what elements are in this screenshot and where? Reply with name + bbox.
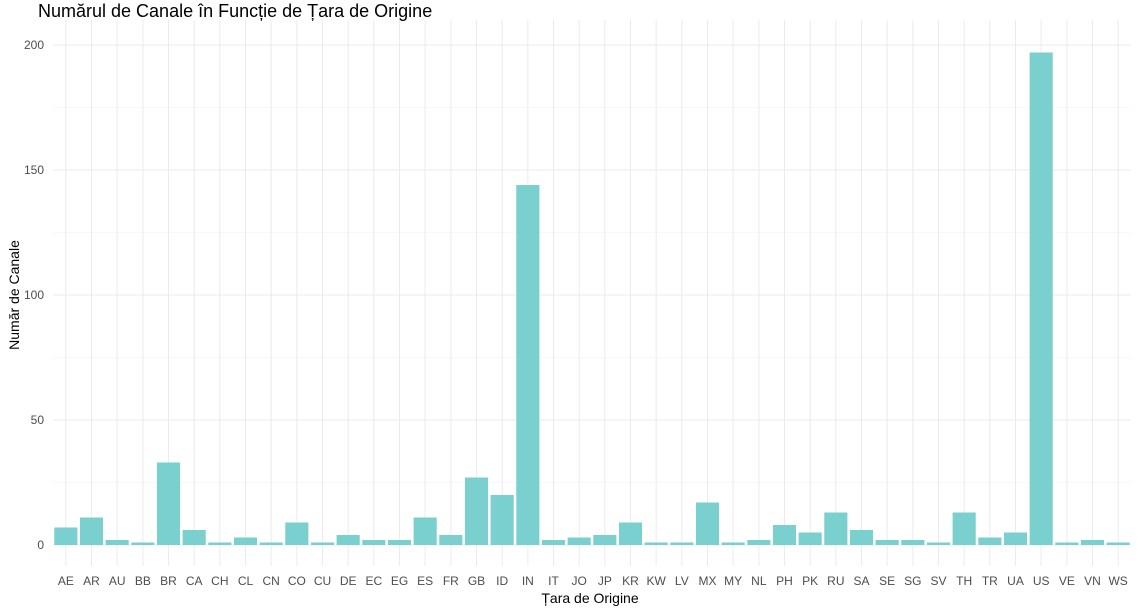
bar-ph <box>772 525 797 545</box>
y-tick-label: 150 <box>24 163 44 177</box>
bar-ws <box>1106 542 1130 545</box>
x-tick-label: BB <box>135 574 151 588</box>
bar-lv <box>670 542 694 545</box>
bar-us <box>1029 52 1053 545</box>
bar-ch <box>208 542 232 545</box>
bar-fr <box>439 535 463 545</box>
bar-se <box>875 540 899 545</box>
x-tick-label: CL <box>238 574 254 588</box>
bar-ua <box>1003 532 1028 545</box>
bar-cl <box>233 537 258 545</box>
bar-de <box>336 535 360 545</box>
x-tick-label: CN <box>262 574 279 588</box>
x-tick-label: SA <box>853 574 869 588</box>
bar-kw <box>644 542 668 545</box>
x-tick-label: VN <box>1084 574 1101 588</box>
bar-jo <box>567 537 591 545</box>
bar-sa <box>849 530 874 545</box>
x-tick-label: VE <box>1059 574 1075 588</box>
bar-nl <box>747 540 771 545</box>
x-tick-label: GB <box>468 574 485 588</box>
chart-title: Numărul de Canale în Funcție de Țara de … <box>38 1 433 21</box>
bar-bb <box>131 542 155 545</box>
bar-sg <box>901 540 925 545</box>
x-tick-label: PK <box>802 574 818 588</box>
x-tick-label: AE <box>58 574 74 588</box>
x-tick-label: ES <box>417 574 433 588</box>
bar-cu <box>310 542 335 545</box>
x-tick-label: JO <box>571 574 586 588</box>
x-tick-label: WS <box>1108 574 1127 588</box>
x-tick-label: NL <box>751 574 767 588</box>
bar-ru <box>824 512 848 545</box>
x-tick-label: IT <box>548 574 559 588</box>
bar-my <box>721 542 745 545</box>
bar-ca <box>182 530 206 545</box>
bar-co <box>285 522 309 545</box>
x-tick-label: SG <box>904 574 921 588</box>
bar-ar <box>79 517 104 545</box>
bar-kr <box>618 522 643 545</box>
bar-sv <box>926 542 951 545</box>
x-tick-label: MY <box>724 574 742 588</box>
y-tick-label: 0 <box>37 538 44 552</box>
x-tick-label: KW <box>646 574 666 588</box>
x-tick-label: MX <box>699 574 717 588</box>
x-tick-label: SV <box>930 574 946 588</box>
bar-ve <box>1055 542 1079 545</box>
bar-eg <box>387 540 412 545</box>
x-tick-label: UA <box>1007 574 1024 588</box>
x-tick-label: LV <box>675 574 689 588</box>
x-tick-label: JP <box>598 574 612 588</box>
x-tick-label: ID <box>496 574 508 588</box>
x-tick-label: TR <box>982 574 998 588</box>
x-tick-label: CA <box>186 574 203 588</box>
bar-ec <box>362 540 386 545</box>
y-tick-label: 50 <box>31 413 45 427</box>
x-tick-label: BR <box>160 574 177 588</box>
bar-mx <box>695 502 720 545</box>
x-tick-label: IN <box>522 574 534 588</box>
x-tick-label: FR <box>443 574 459 588</box>
bar-ae <box>54 527 78 545</box>
bar-br <box>156 462 181 545</box>
x-tick-label: DE <box>340 574 357 588</box>
x-tick-label: US <box>1033 574 1050 588</box>
bar-vn <box>1080 540 1105 545</box>
x-tick-label: PH <box>776 574 793 588</box>
x-tick-label: AU <box>109 574 126 588</box>
x-tick-label: EC <box>365 574 382 588</box>
bar-in <box>516 185 540 545</box>
bar-id <box>490 495 514 545</box>
x-tick-label: KR <box>622 574 639 588</box>
bar-cn <box>259 542 283 545</box>
bar-tr <box>978 537 1002 545</box>
x-tick-label: CO <box>288 574 306 588</box>
y-tick-label: 100 <box>24 288 44 302</box>
x-tick-label: TH <box>956 574 972 588</box>
x-tick-label: SE <box>879 574 895 588</box>
bar-it <box>541 540 566 545</box>
bar-gb <box>464 477 489 545</box>
x-tick-label: CU <box>314 574 331 588</box>
bar-pk <box>798 532 822 545</box>
bar-au <box>105 540 129 545</box>
x-tick-label: AR <box>83 574 100 588</box>
x-tick-label: CH <box>211 574 228 588</box>
x-tick-label: EG <box>391 574 408 588</box>
x-axis-title: Țara de Origine <box>541 590 639 606</box>
bar-jp <box>593 535 617 545</box>
x-tick-label: RU <box>827 574 844 588</box>
bar-th <box>952 512 976 545</box>
y-tick-label: 200 <box>24 38 44 52</box>
bar-es <box>413 517 437 545</box>
